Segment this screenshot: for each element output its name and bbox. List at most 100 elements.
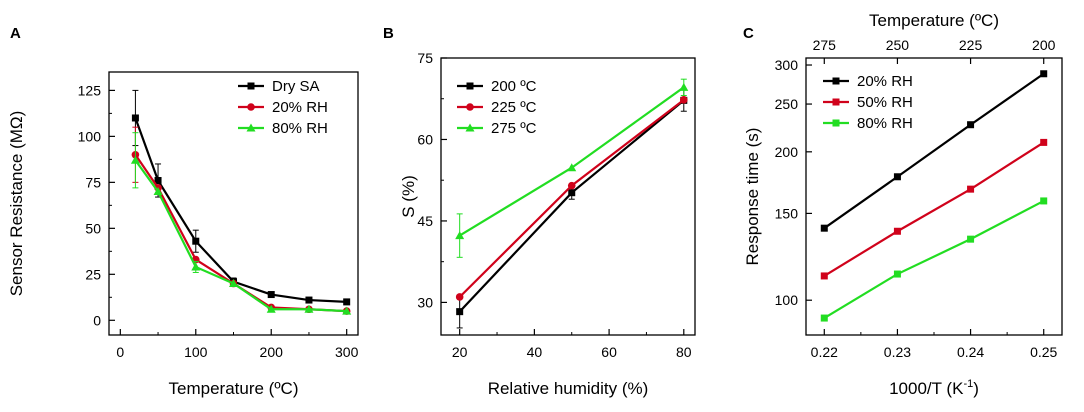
panel-c-point (967, 121, 975, 129)
panel-b-point (567, 163, 577, 172)
panel-c-ylabel: Response time (s) (743, 128, 762, 266)
panel-a-ytick-label: 75 (85, 174, 101, 190)
panel-a-ytick-label: 0 (93, 312, 101, 328)
panel-c-series-line (823, 141, 1045, 277)
panel-a-xtick-label: 0 (116, 344, 124, 360)
panel-a-legend-label: 80% RH (272, 120, 328, 137)
panel-a-point (342, 306, 352, 315)
panel-a-chart: A 0 100 200 300 0 25 50 75 100 125 Temperature (ºC)… (7, 25, 359, 398)
panel-a-point (266, 304, 276, 313)
panel-c-top-tick-label: 250 (886, 37, 910, 53)
panel-b-frame (440, 57, 696, 336)
panel-b-point (455, 293, 464, 301)
panel-a-ytick-label: 100 (78, 128, 102, 144)
panel-a-point (153, 187, 163, 196)
panel-a-xtick-label: 100 (184, 344, 208, 360)
panel-a-label: A (10, 25, 21, 42)
panel-b-point (456, 308, 464, 316)
panel-c-xlabel: 1000/T (K-1) (889, 378, 979, 398)
panel-b-ytick-label: 45 (417, 213, 433, 229)
panel-b-xtick-label: 80 (676, 344, 692, 360)
panel-c-chart: C 0.22 0.23 0.24 0.25 100 150 200 250 300 275 250 22… (743, 11, 1063, 398)
panel-c-ytick-label: 150 (775, 205, 799, 221)
panel-c-series-line (823, 72, 1045, 230)
panel-b-chart: B 20 40 60 80 30 45 60 75 Relative humidity (%) S … (383, 25, 696, 398)
panel-b-point (568, 189, 576, 197)
panel-b-xtick-label: 20 (452, 344, 468, 360)
panel-c-legend-marker (832, 98, 840, 106)
panel-c-point (820, 314, 828, 322)
panel-b-point (679, 96, 688, 104)
panel-c-xlabel-end: ) (973, 379, 979, 398)
panel-a-series-line (134, 159, 347, 313)
panel-c-legend-marker (832, 77, 840, 85)
panel-b-legend-marker (466, 103, 474, 111)
panel-c-xtick-label: 0.22 (811, 344, 838, 360)
panel-b-ytick-label: 75 (417, 50, 433, 66)
panel-b-legend-marker (466, 82, 474, 90)
panel-b-point (455, 231, 465, 240)
panel-a-point (130, 155, 140, 164)
panel-c-legend-label: 80% RH (857, 115, 913, 132)
panel-a-xtick-label: 300 (335, 344, 359, 360)
panel-b-ytick-label: 30 (417, 294, 433, 310)
panel-b-label: B (383, 25, 394, 42)
panel-a-ytick-label: 25 (85, 266, 101, 282)
panel-c-series-line (823, 199, 1045, 320)
panel-c-point (1040, 197, 1048, 205)
panel-c-point (1040, 138, 1048, 146)
panel-b-point (567, 181, 576, 190)
panel-c-xtick-label: 0.24 (957, 344, 984, 360)
panel-c-top-tick-label: 275 (813, 37, 837, 53)
panel-c-ytick-label: 250 (775, 96, 799, 112)
panel-c-frame (805, 57, 1063, 336)
panel-b-ytick-label: 60 (417, 131, 433, 147)
panel-b-xlabel: Relative humidity (%) (488, 379, 649, 398)
panel-a-point (154, 177, 162, 185)
panel-a-legend-marker (247, 82, 255, 90)
panel-c-xlabel-sup: -1 (963, 378, 973, 390)
panel-a-legend-marker (246, 123, 256, 132)
panel-c-point (820, 224, 828, 232)
panel-a-point (229, 279, 238, 288)
panel-b-legend-label: 200 ºC (491, 78, 537, 95)
panel-c-point (893, 227, 901, 235)
panel-c-point (1040, 70, 1048, 78)
panel-b-legend-label: 225 ºC (491, 99, 537, 116)
panel-c-legend-label: 20% RH (857, 73, 913, 90)
panel-a-point (343, 298, 351, 306)
panel-a-xtick-label: 200 (260, 344, 284, 360)
panel-c-point (820, 272, 828, 280)
panel-a-ytick-label: 50 (85, 220, 101, 236)
panel-a-point (192, 237, 200, 245)
panel-c-xtick-label: 0.25 (1030, 344, 1057, 360)
panel-a-point (191, 262, 201, 271)
panel-b-point (679, 82, 689, 91)
panel-c-point (893, 270, 901, 278)
panel-c-top-tick-label: 200 (1032, 37, 1056, 53)
panel-a-point (267, 291, 275, 299)
panel-c-point (967, 185, 975, 193)
panel-a-legend-marker (247, 103, 255, 111)
panel-c-point (967, 235, 975, 243)
panel-b-ylabel: S (%) (399, 175, 418, 218)
panel-c-top-axis-label: Temperature (ºC) (869, 11, 999, 30)
panel-a-legend-label: 20% RH (272, 99, 328, 116)
panel-b-legend-label: 275 ºC (491, 120, 537, 137)
panel-c-ytick-label: 200 (775, 144, 799, 160)
panel-c-point (893, 173, 901, 181)
panel-c-label: C (743, 25, 754, 42)
panel-a-point (304, 304, 314, 313)
panel-a-point (131, 114, 139, 122)
panel-b-xtick-label: 60 (601, 344, 617, 360)
panel-a-legend-label: Dry SA (272, 78, 320, 95)
panel-c-xtick-label: 0.23 (884, 344, 911, 360)
panel-c-xlabel-main: 1000/T (K (889, 379, 964, 398)
panel-c-legend-marker (832, 119, 840, 127)
panel-a-ytick-label: 125 (78, 82, 102, 98)
panel-b-legend-marker (465, 123, 475, 132)
panel-a-ylabel: Sensor Resistance (MΩ) (7, 111, 26, 297)
panel-a-xlabel: Temperature (ºC) (169, 379, 299, 398)
panel-c-top-tick-label: 225 (959, 37, 983, 53)
